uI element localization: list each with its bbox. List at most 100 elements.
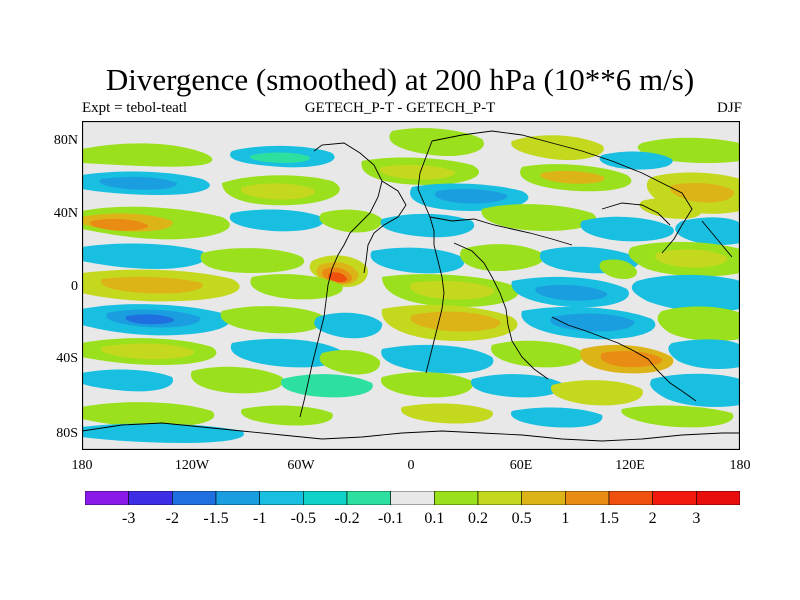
- lat-label-40n: 40N: [53, 206, 78, 221]
- colorbar: [85, 491, 740, 505]
- contour-positive: [511, 135, 604, 161]
- lon-label-120e: 120E: [615, 458, 645, 473]
- colorbar-box: [85, 491, 129, 505]
- contour-negative: [675, 217, 740, 245]
- contour-positive: [380, 372, 473, 398]
- contour-negative: [434, 188, 508, 204]
- contour-negative: [280, 374, 373, 398]
- divergence-contours: [82, 128, 740, 443]
- contour-negative: [370, 247, 465, 274]
- contour-positive: [240, 405, 333, 426]
- contour-positive: [639, 198, 703, 219]
- coastline-eurasia-north: [431, 130, 693, 254]
- contour-positive: [481, 204, 597, 231]
- contour-positive: [460, 244, 545, 271]
- contour-negative: [125, 314, 175, 325]
- contour-negative: [229, 209, 324, 232]
- contour-negative: [82, 423, 244, 443]
- colorbar-box: [215, 491, 260, 505]
- contour-negative: [631, 274, 740, 312]
- contour-positive: [491, 340, 584, 368]
- colorbar-box: [128, 491, 173, 505]
- contour-negative: [580, 216, 674, 242]
- contour-positive: [190, 366, 284, 394]
- contour-negative: [535, 285, 608, 301]
- contour-positive: [100, 276, 203, 294]
- lon-label-180w: 180: [71, 458, 93, 473]
- colorbar-box: [521, 491, 566, 505]
- colorbar-label: 3: [692, 510, 701, 527]
- contour-positive: [200, 248, 305, 273]
- colorbar-label: -2: [165, 510, 179, 527]
- season-label: DJF: [716, 100, 742, 116]
- contour-positive: [82, 402, 215, 427]
- coastlines: [82, 130, 740, 442]
- contour-positive: [82, 143, 213, 167]
- contour-negative: [82, 243, 207, 269]
- lat-label-80n: 80N: [53, 133, 78, 148]
- coastline-tethys-north: [429, 216, 573, 246]
- colorbar-label: 2: [648, 510, 657, 527]
- contour-positive: [250, 274, 343, 300]
- contour-positive: [328, 272, 347, 283]
- colorbar-box: [390, 491, 435, 505]
- contour-positive: [599, 259, 638, 279]
- contour-negative: [550, 313, 635, 332]
- colorbar-box: [696, 491, 740, 505]
- colorbar-label: -0.1: [377, 510, 404, 527]
- contour-negative: [668, 339, 740, 369]
- coastline-africa-east: [453, 242, 549, 380]
- coastline-americas: [299, 142, 383, 418]
- lat-label-0: 0: [71, 279, 78, 294]
- contour-positive: [621, 405, 734, 428]
- divergence-map: [82, 121, 740, 450]
- colorbar-box: [652, 491, 697, 505]
- colorbar-label: 0.5: [511, 510, 532, 527]
- contour-negative: [510, 407, 603, 428]
- contour-negative: [82, 369, 174, 392]
- lon-label-120w: 120W: [174, 458, 210, 473]
- colorbar-box: [608, 491, 653, 505]
- lon-label-60e: 60E: [509, 458, 533, 473]
- contour-positive: [240, 183, 315, 200]
- contour-negative: [650, 373, 740, 407]
- colorbar-label: -1.5: [203, 510, 229, 527]
- contour-negative: [599, 151, 673, 170]
- coastline-americas-east: [363, 180, 407, 274]
- contour-negative: [99, 176, 178, 190]
- contour-negative: [380, 213, 475, 238]
- lon-label-180e: 180: [729, 458, 751, 473]
- colorbar-box: [259, 491, 304, 505]
- contour-positive: [550, 380, 643, 406]
- colorbar-box: [303, 491, 348, 505]
- coastline-europe-africa: [417, 140, 445, 374]
- colorbar-label: 0.2: [468, 510, 488, 527]
- lat-label-40s: 40S: [56, 351, 78, 366]
- contour-positive: [90, 218, 149, 231]
- contour-negative: [470, 374, 563, 398]
- map-frame: [82, 121, 740, 450]
- contour-positive: [379, 164, 455, 180]
- contour-positive: [657, 306, 740, 341]
- contour-negative: [230, 338, 344, 368]
- contour-negative: [381, 344, 494, 374]
- contour-positive: [101, 343, 195, 360]
- lat-label-80s: 80S: [56, 426, 78, 441]
- contour-positive: [670, 183, 735, 203]
- colorbar-box: [346, 491, 391, 505]
- contour-positive: [319, 209, 383, 233]
- colorbar-label: -1: [252, 510, 267, 527]
- colorbar-box: [477, 491, 522, 505]
- contour-negative: [250, 152, 311, 163]
- contour-positive: [410, 311, 501, 332]
- contour-negative: [314, 312, 383, 339]
- colorbar-label: -3: [121, 510, 136, 527]
- contour-positive: [600, 351, 663, 368]
- coastline-east-asia: [601, 202, 671, 226]
- colorbar-box: [565, 491, 610, 505]
- colorbar-box: [434, 491, 479, 505]
- experiment-label: Expt = tebol-teatl: [82, 100, 188, 116]
- colorbar-label: -0.2: [334, 510, 360, 527]
- map-title: Divergence (smoothed) at 200 hPa (10**6 …: [105, 62, 695, 97]
- contour-positive: [400, 403, 493, 424]
